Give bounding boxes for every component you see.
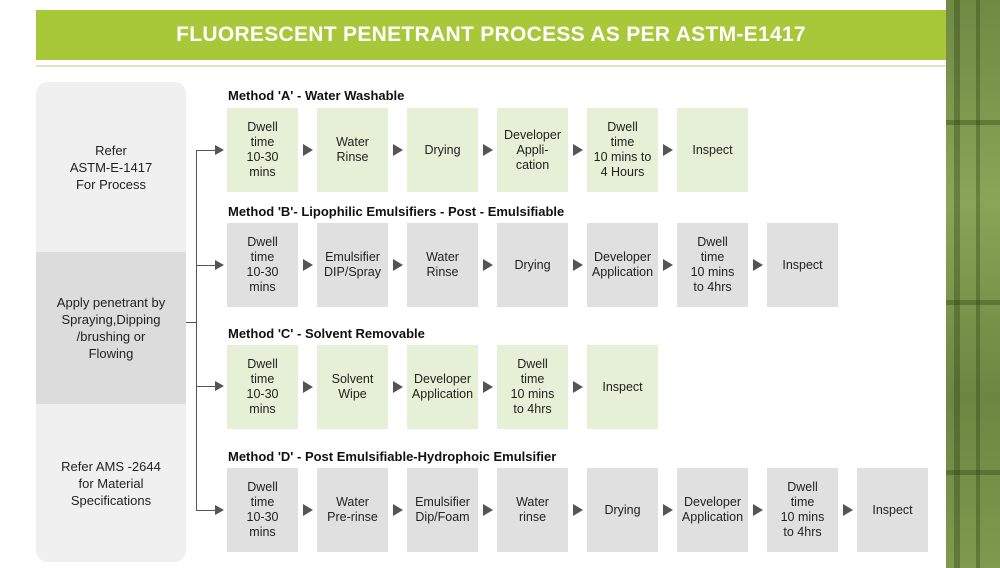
process-step: Inspect <box>767 223 838 307</box>
flow-arrow-icon <box>843 504 853 516</box>
process-step: Water Rinse <box>317 108 388 192</box>
flow-arrow-icon <box>483 259 493 271</box>
process-step: Dwell time 10 mins to 4hrs <box>767 468 838 552</box>
flow-arrow-icon <box>753 504 763 516</box>
process-step: Inspect <box>677 108 748 192</box>
process-step: Developer Appli- cation <box>497 108 568 192</box>
process-step: Dwell time 10 mins to 4hrs <box>497 345 568 429</box>
flow-arrow-icon <box>753 259 763 271</box>
process-step: Dwell time 10-30 mins <box>227 108 298 192</box>
flow-arrow-icon <box>393 144 403 156</box>
flow-arrow-icon <box>393 504 403 516</box>
connector-arrow-c <box>196 381 224 391</box>
process-reference-note: Refer ASTM-E-1417 For Process <box>36 82 186 252</box>
process-step: Drying <box>407 108 478 192</box>
connector-arrow-a <box>196 145 224 155</box>
flow-arrow-icon <box>663 144 673 156</box>
flow-arrow-icon <box>663 504 673 516</box>
process-step: Water Rinse <box>407 223 478 307</box>
decorative-side-image <box>946 0 1000 568</box>
process-step: Solvent Wipe <box>317 345 388 429</box>
flow-arrow-icon <box>303 504 313 516</box>
process-step: Water rinse <box>497 468 568 552</box>
flow-arrow-icon <box>303 144 313 156</box>
flow-arrow-icon <box>573 504 583 516</box>
method-d-title: Method 'D' - Post Emulsifiable-Hydrophoi… <box>228 449 557 464</box>
process-step: Developer Application <box>407 345 478 429</box>
method-c-title: Method 'C' - Solvent Removable <box>228 326 425 341</box>
left-info-panel: Refer ASTM-E-1417 For Process Apply pene… <box>36 82 186 562</box>
flow-arrow-icon <box>573 259 583 271</box>
process-step: Drying <box>497 223 568 307</box>
flow-arrow-icon <box>393 381 403 393</box>
flow-arrow-icon <box>303 381 313 393</box>
penetrant-application-note: Apply penetrant by Spraying,Dipping /bru… <box>36 252 186 404</box>
material-spec-note: Refer AMS -2644 for Material Specificati… <box>36 404 186 562</box>
process-step: Drying <box>587 468 658 552</box>
method-b-title: Method 'B'- Lipophilic Emulsifiers - Pos… <box>228 204 565 219</box>
process-step: Emulsifier Dip/Foam <box>407 468 478 552</box>
connector-join <box>186 322 196 323</box>
flow-arrow-icon <box>483 381 493 393</box>
flow-arrow-icon <box>663 259 673 271</box>
flow-arrow-icon <box>303 259 313 271</box>
flow-arrow-icon <box>573 381 583 393</box>
connector-arrow-d <box>196 505 224 515</box>
process-step: Dwell time 10-30 mins <box>227 345 298 429</box>
method-a-title: Method 'A' - Water Washable <box>228 88 405 103</box>
process-step: Water Pre-rinse <box>317 468 388 552</box>
connector-arrow-b <box>196 260 224 270</box>
header-divider <box>36 65 946 67</box>
flow-arrow-icon <box>393 259 403 271</box>
flow-arrow-icon <box>483 144 493 156</box>
connector-stem <box>196 150 197 511</box>
flow-arrow-icon <box>573 144 583 156</box>
flow-arrow-icon <box>483 504 493 516</box>
process-step: Inspect <box>857 468 928 552</box>
process-step: Developer Application <box>677 468 748 552</box>
process-step: Emulsifier DIP/Spray <box>317 223 388 307</box>
header-banner: FLUORESCENT PENETRANT PROCESS AS PER AST… <box>36 10 946 60</box>
process-step: Dwell time 10-30 mins <box>227 223 298 307</box>
process-step: Inspect <box>587 345 658 429</box>
process-step: Dwell time 10-30 mins <box>227 468 298 552</box>
process-step: Developer Application <box>587 223 658 307</box>
process-step: Dwell time 10 mins to 4 Hours <box>587 108 658 192</box>
page-title: FLUORESCENT PENETRANT PROCESS AS PER AST… <box>176 23 806 46</box>
process-step: Dwell time 10 mins to 4hrs <box>677 223 748 307</box>
